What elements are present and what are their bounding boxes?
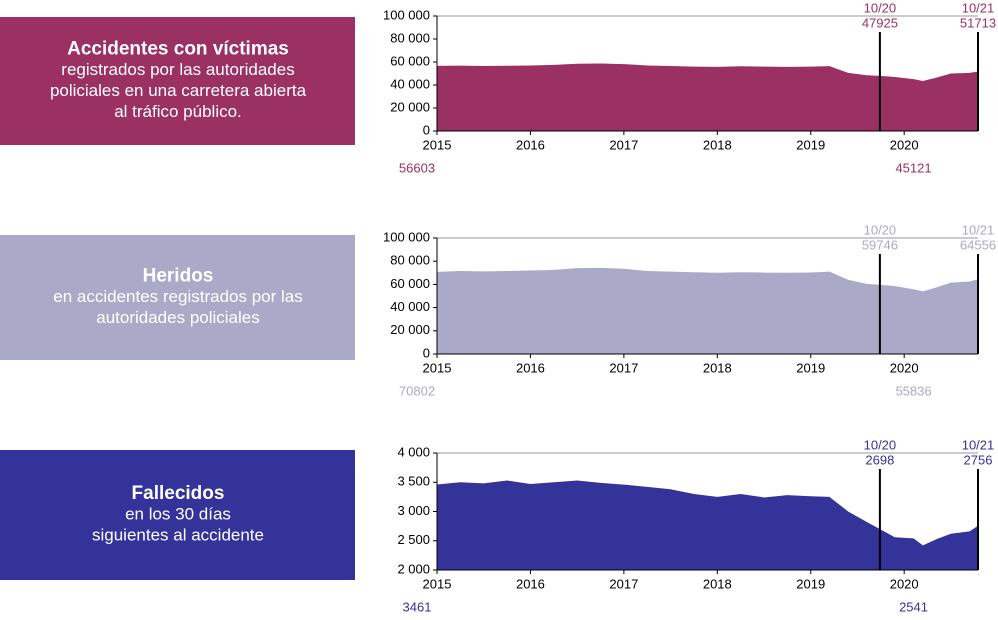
- x-tick-label: 2017: [609, 576, 638, 591]
- marker-label: 10/20: [864, 437, 897, 452]
- x-tick-label: 2020: [890, 137, 919, 152]
- marker-value: 2756: [964, 452, 993, 467]
- y-tick-label: 40 000: [390, 76, 430, 91]
- y-tick-label: 3 500: [397, 474, 430, 489]
- y-tick-label: 0: [423, 345, 430, 360]
- box-title: Fallecidos: [132, 483, 225, 504]
- area: [437, 267, 978, 354]
- x-tick-label: 2016: [516, 576, 545, 591]
- y-tick-label: 2 000: [397, 561, 430, 576]
- x-tick-label: 2020: [890, 360, 919, 375]
- low-value: 55836: [895, 383, 931, 398]
- y-tick-label: 80 000: [390, 30, 430, 45]
- box-line: policiales en una carretera abierta: [50, 81, 307, 100]
- box-line: siguientes al accidente: [92, 525, 264, 544]
- y-tick-label: 4 000: [397, 444, 430, 459]
- box-title: Heridos: [143, 266, 214, 287]
- marker-label: 10/20: [864, 222, 897, 237]
- x-tick-label: 2017: [609, 137, 638, 152]
- y-tick-label: 40 000: [390, 299, 430, 314]
- marker-value: 47925: [862, 15, 898, 30]
- x-tick-label: 2020: [890, 576, 919, 591]
- area: [437, 480, 978, 570]
- area: [437, 63, 978, 132]
- box-line: autoridades policiales: [96, 308, 260, 327]
- marker-label: 10/20: [864, 0, 897, 15]
- marker-value: 59746: [862, 237, 898, 252]
- x-tick-label: 2019: [796, 576, 825, 591]
- low-value: 2541: [899, 599, 928, 614]
- y-tick-label: 2 500: [397, 532, 430, 547]
- marker-value: 2698: [865, 452, 894, 467]
- y-tick-label: 80 000: [390, 253, 430, 268]
- marker-label: 10/21: [962, 222, 995, 237]
- low-value: 45121: [895, 160, 931, 175]
- y-tick-label: 60 000: [390, 276, 430, 291]
- x-tick-label: 2016: [516, 137, 545, 152]
- info-box: [0, 450, 355, 580]
- x-tick-label: 2015: [423, 576, 452, 591]
- box-title: Accidentes con víctimas: [67, 39, 289, 60]
- x-tick-label: 2017: [609, 360, 638, 375]
- x-tick-label: 2016: [516, 360, 545, 375]
- y-tick-label: 20 000: [390, 322, 430, 337]
- y-tick-label: 60 000: [390, 53, 430, 68]
- box-line: en los 30 días: [125, 504, 231, 523]
- x-tick-label: 2019: [796, 137, 825, 152]
- box-line: en accidentes registrados por las: [53, 287, 302, 306]
- x-tick-label: 2018: [703, 137, 732, 152]
- marker-value: 51713: [960, 15, 996, 30]
- y-tick-label: 20 000: [390, 99, 430, 114]
- y-tick-label: 3 000: [397, 503, 430, 518]
- info-box: [0, 17, 355, 145]
- start-value: 3461: [403, 599, 432, 614]
- info-box: [0, 235, 355, 360]
- y-tick-label: 0: [423, 122, 430, 137]
- marker-label: 10/21: [962, 437, 995, 452]
- marker-value: 64556: [960, 237, 996, 252]
- y-tick-label: 100 000: [383, 7, 430, 22]
- box-line: al tráfico público.: [114, 102, 242, 121]
- x-tick-label: 2019: [796, 360, 825, 375]
- start-value: 70802: [399, 383, 435, 398]
- x-tick-label: 2015: [423, 137, 452, 152]
- x-tick-label: 2018: [703, 360, 732, 375]
- x-tick-label: 2018: [703, 576, 732, 591]
- x-tick-label: 2015: [423, 360, 452, 375]
- y-tick-label: 100 000: [383, 229, 430, 244]
- marker-label: 10/21: [962, 0, 995, 15]
- box-line: registrados por las autoridades: [61, 60, 294, 79]
- start-value: 56603: [399, 160, 435, 175]
